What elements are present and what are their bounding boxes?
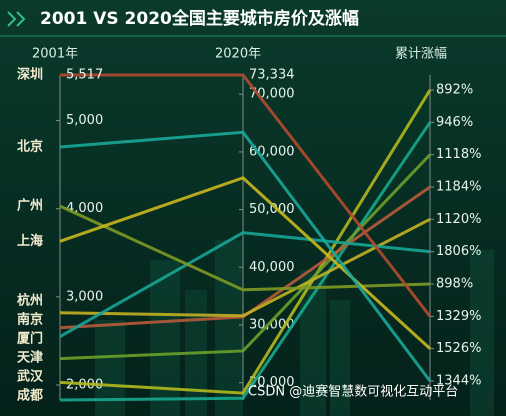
y-tick-label: 20,000 [249, 375, 295, 390]
y-tick-label: 5,000 [66, 113, 103, 128]
value-label: 892% [436, 83, 473, 98]
city-label: 广州 [17, 198, 43, 214]
watermark: CSDN @迪赛智慧数可视化互动平台 [248, 384, 458, 400]
series-line [59, 121, 432, 402]
value-label: 73,334 [249, 68, 295, 83]
city-label: 天津 [17, 350, 43, 366]
y-tick-label: 40,000 [249, 260, 295, 275]
series-line [59, 231, 431, 338]
value-label: 1118% [436, 147, 481, 162]
series-line [59, 153, 432, 361]
series-line [59, 130, 432, 382]
city-label: 南京 [17, 312, 43, 328]
city-label: 厦门 [17, 331, 43, 347]
value-label: 1329% [436, 309, 481, 324]
series-line [59, 89, 432, 395]
value-label: 1184% [436, 180, 481, 195]
title-chevrons [7, 11, 26, 27]
city-label: 深圳 [17, 67, 43, 83]
value-label: 5,517 [66, 68, 103, 83]
city-label: 成都 [17, 388, 43, 404]
series-line [59, 218, 431, 318]
value-label: 1344% [436, 374, 481, 389]
skyline [95, 240, 494, 416]
series-line [59, 204, 431, 292]
axis-title: 累计涨幅 [395, 47, 447, 62]
value-label: 1120% [436, 212, 481, 227]
chart-title: 2001 VS 2020全国主要城市房价及涨幅 [40, 8, 359, 29]
value-label: 1526% [436, 341, 481, 356]
y-tick-label: 60,000 [249, 144, 295, 159]
value-label: 1806% [436, 244, 481, 259]
axis-title: 2001年 [32, 47, 78, 62]
city-label: 上海 [17, 233, 43, 249]
city-label: 北京 [17, 139, 43, 155]
y-tick-label: 70,000 [249, 87, 295, 102]
axis-title: 2020年 [215, 47, 261, 62]
series-line [59, 176, 432, 350]
series-line [60, 73, 432, 318]
y-tick-label: 4,000 [66, 201, 103, 216]
y-tick-label: 3,000 [66, 289, 103, 304]
city-label: 武汉 [17, 369, 44, 385]
value-label: 946% [436, 115, 473, 130]
city-label: 杭州 [17, 293, 43, 309]
value-label: 898% [436, 277, 473, 292]
